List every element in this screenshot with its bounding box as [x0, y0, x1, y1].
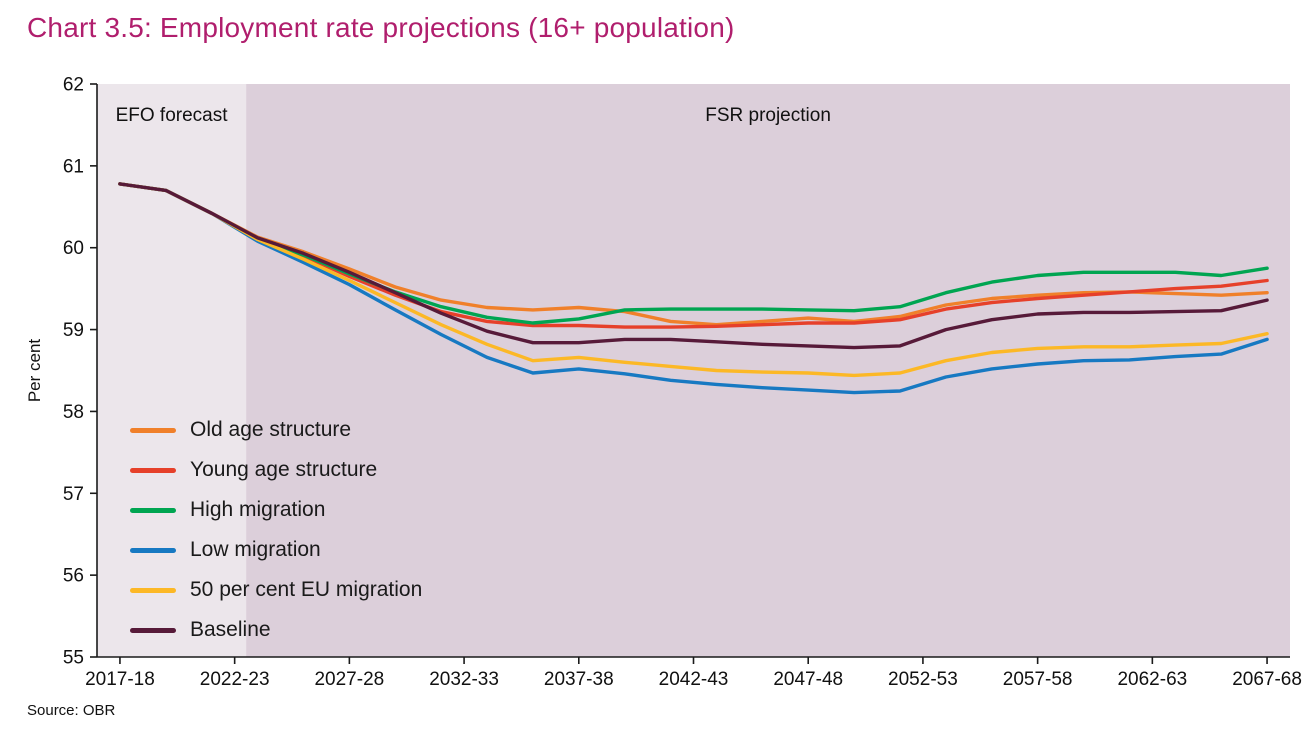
x-tick-label: 2027-28	[314, 669, 384, 690]
x-tick-label: 2042-43	[659, 669, 729, 690]
chart-canvas: EFO forecast FSR projection 55 56 57 58 59 60 61…	[25, 75, 1302, 691]
legend-item: 50 per cent EU migration	[130, 570, 422, 610]
y-tick-label: 56	[63, 566, 84, 587]
region-efo-forecast	[97, 84, 247, 657]
x-tick-label: 2037-38	[544, 669, 614, 690]
legend-swatch-young-age	[130, 467, 176, 473]
y-tick-label: 57	[63, 484, 84, 505]
x-tick-label: 2057-58	[1003, 669, 1073, 690]
chart-legend: Old age structure Young age structure Hi…	[130, 410, 422, 650]
legend-swatch-high-migration	[130, 507, 176, 513]
legend-item: High migration	[130, 490, 422, 530]
region-fsr-projection	[246, 84, 1290, 657]
chart-title: Chart 3.5: Employment rate projections (…	[27, 12, 735, 43]
legend-label: Low migration	[190, 538, 321, 561]
y-tick-label: 59	[63, 320, 84, 341]
x-tick-label: 2067-68	[1232, 669, 1302, 690]
x-tick-label: 2017-18	[85, 669, 155, 690]
series-line-old-age-structure	[118, 182, 1269, 327]
series-line-low-migration	[118, 182, 1269, 395]
legend-item: Low migration	[130, 530, 422, 570]
annotation-fsr-projection: FSR projection	[705, 105, 831, 126]
x-tick-label: 2032-33	[429, 669, 499, 690]
x-tick-label: 2052-53	[888, 669, 958, 690]
legend-label: Baseline	[190, 618, 271, 641]
legend-item: Old age structure	[130, 410, 422, 450]
legend-swatch-low-migration	[130, 547, 176, 553]
y-tick-label: 61	[63, 156, 84, 177]
annotation-efo-forecast: EFO forecast	[116, 105, 229, 126]
legend-swatch-eu-migration	[130, 587, 176, 593]
legend-label: High migration	[190, 498, 326, 521]
series-line-50-per-cent-eu-migration	[118, 182, 1269, 378]
y-tick-label: 55	[63, 648, 84, 669]
legend-label: Old age structure	[190, 418, 352, 441]
legend-label: 50 per cent EU migration	[190, 578, 423, 601]
legend-item: Baseline	[130, 610, 422, 650]
y-tick-label: 58	[63, 402, 84, 423]
legend-label: Young age structure	[190, 458, 378, 481]
legend-item: Young age structure	[130, 450, 422, 490]
x-tick-label: 2062-63	[1117, 669, 1187, 690]
series-line-baseline	[118, 182, 1269, 350]
source-note: Source: OBR	[27, 702, 116, 719]
y-tick-label: 62	[63, 75, 84, 96]
y-tick-label: 60	[63, 238, 84, 259]
y-axis-label: Per cent	[25, 339, 44, 403]
legend-swatch-old-age	[130, 427, 176, 433]
x-tick-label: 2047-48	[773, 669, 843, 690]
x-tick-label: 2022-23	[200, 669, 270, 690]
legend-swatch-baseline	[130, 627, 176, 633]
